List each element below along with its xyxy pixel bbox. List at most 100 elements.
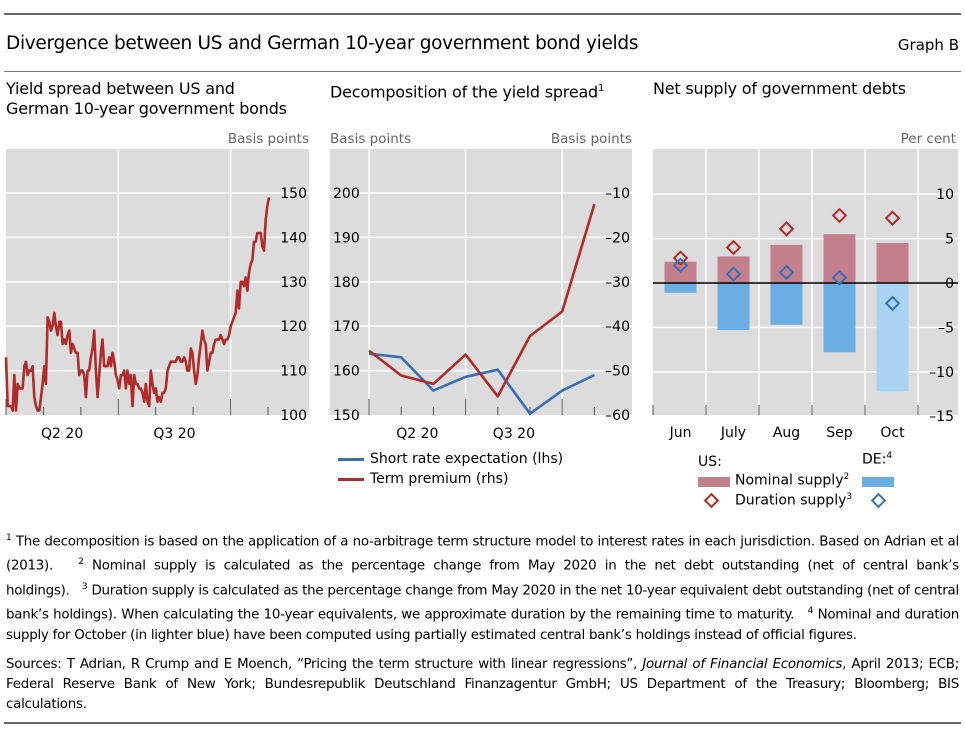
footnote-1-marker: 1 xyxy=(6,533,12,543)
panel1-title-line2: German 10-year government bonds xyxy=(6,99,287,118)
y-tick-label: 10 xyxy=(936,187,954,203)
x-tick-label: Q2 20 xyxy=(396,426,438,442)
marker-us-duration xyxy=(725,239,742,256)
legend-de-label: DE:4 xyxy=(862,451,892,468)
legend-us-nominal-swatch xyxy=(698,477,730,487)
x-tick-label: Aug xyxy=(773,425,800,441)
legend-duration-sup: 3 xyxy=(846,492,853,502)
header-rule xyxy=(4,71,961,72)
legend-de-text: DE: xyxy=(862,451,887,468)
panel2-chart: 150 –60 160 –50 170 –40 180 –30 190 –20 200 –10 Q2 2… xyxy=(330,149,632,442)
y-tick-label-left: 190 xyxy=(333,230,360,246)
x-tick-label: Oct xyxy=(880,425,905,441)
x-tick-label: July xyxy=(720,425,746,441)
bar-de-nominal xyxy=(664,283,697,293)
footnote-2: Nominal supply is calculated as the perc… xyxy=(6,558,959,599)
footnote-2-marker: 2 xyxy=(78,557,84,568)
marker-us-duration xyxy=(884,210,901,226)
sources: Sources: T Adrian, R Crump and E Moench,… xyxy=(6,655,959,715)
page-title: Divergence between US and German 10-year… xyxy=(6,33,639,54)
panel1-chart: 100 110 120 130 140 150 Q2 20 Q3 20 xyxy=(4,149,309,442)
x-tick-label: Jun xyxy=(669,425,692,441)
legend-label: Term premium (rhs) xyxy=(370,471,509,487)
y-tick-label: 120 xyxy=(280,319,307,335)
series-line-short-rate-expectation xyxy=(368,352,595,416)
legend-label: Short rate expectation (lhs) xyxy=(370,451,564,467)
panel3-unit: Per cent xyxy=(900,131,956,147)
y-tick-label: 130 xyxy=(280,275,307,291)
panel2-title-text: Decomposition of the yield spread xyxy=(330,82,599,102)
plot-background xyxy=(653,149,958,415)
bar-de-nominal xyxy=(770,283,803,325)
legend-swatch-red-line xyxy=(338,477,364,481)
y-tick-label: 110 xyxy=(280,364,307,380)
footnote-3: Duration supply is calculated as the per… xyxy=(6,583,959,623)
panel2-title: Decomposition of the yield spread1 xyxy=(330,79,604,102)
legend-nominal-sup: 2 xyxy=(843,472,850,482)
bar-de-nominal xyxy=(717,283,750,331)
y-tick-label-right: –30 xyxy=(605,275,630,291)
y-tick-label-right: –40 xyxy=(605,319,630,335)
y-tick-label-left: 160 xyxy=(333,364,360,380)
footnote-3-marker: 3 xyxy=(81,581,88,592)
top-rule xyxy=(4,13,961,15)
x-tick-label: Q2 20 xyxy=(41,426,83,442)
y-tick-label: 100 xyxy=(280,408,307,424)
panel1-title: Yield spread between US and German 10-ye… xyxy=(6,79,287,119)
y-tick-label-right: –60 xyxy=(605,408,630,424)
graph-label: Graph B xyxy=(897,36,959,54)
y-tick-label-left: 180 xyxy=(333,275,360,291)
bar-us-nominal xyxy=(876,243,909,283)
bar-us-nominal xyxy=(770,244,803,283)
y-tick-label: 140 xyxy=(280,230,307,246)
sources-journal: Journal of Financial Economics xyxy=(642,657,843,672)
footnote-1: The decomposition is based on the applic… xyxy=(6,534,959,574)
y-tick-label: –10 xyxy=(929,365,954,381)
legend-de-sup: 4 xyxy=(886,451,893,461)
panel3-chart: –15 –10 –5 0 5 10 Jun July Aug Sep Oct xyxy=(652,149,958,441)
bar-de-nominal xyxy=(823,283,856,353)
marker-de-duration xyxy=(725,266,742,282)
sources-prefix: Sources: T Adrian, R Crump and E Moench,… xyxy=(6,657,643,672)
y-tick-label: –15 xyxy=(929,409,954,425)
x-tick-label: Q3 20 xyxy=(493,426,535,442)
marker-de-duration xyxy=(831,269,848,286)
panel2-unit-right: Basis points xyxy=(550,131,632,147)
marker-de-duration xyxy=(672,257,689,274)
panel3-title: Net supply of government debts xyxy=(653,79,906,98)
marker-us-duration xyxy=(778,221,795,237)
series-line-yield-spread xyxy=(4,197,271,412)
legend-duration-label: Duration supply3 xyxy=(735,492,852,509)
y-tick-label-right: –10 xyxy=(605,186,630,202)
y-tick-label-right: –50 xyxy=(605,364,630,380)
x-tick-label: Q3 20 xyxy=(153,426,195,442)
legend-nominal-label: Nominal supply2 xyxy=(735,472,849,489)
bar-de-nominal xyxy=(876,283,909,392)
y-tick-label-left: 150 xyxy=(333,408,360,424)
legend-nominal-text: Nominal supply xyxy=(735,472,844,489)
panel2-legend-item-1: Term premium (rhs) xyxy=(338,471,508,487)
series-line-term-premium xyxy=(368,203,596,398)
y-tick-label: 5 xyxy=(945,232,954,248)
legend-duration-text: Duration supply xyxy=(735,492,847,509)
y-tick-label: –5 xyxy=(938,320,954,336)
legend-swatch-blue-line xyxy=(338,457,364,461)
footnote-4: Nominal and duration supply for October … xyxy=(6,607,959,643)
panel1-unit: Basis points xyxy=(227,131,309,147)
footnote-4-marker: 4 xyxy=(807,606,814,617)
y-tick-label-left: 170 xyxy=(333,319,360,335)
y-tick-label-left: 200 xyxy=(333,186,360,202)
legend-de-nominal-swatch xyxy=(862,477,894,487)
footnotes: 1 The decomposition is based on the appl… xyxy=(6,528,959,646)
bottom-rule xyxy=(4,722,961,724)
panel1-title-line1: Yield spread between US and xyxy=(6,79,235,98)
sources-suffix: , April 2013; ECB; Federal Reserve Bank … xyxy=(6,657,959,712)
legend-us-label: US: xyxy=(698,454,722,470)
bar-us-nominal xyxy=(823,234,856,283)
panel2-legend-item-0: Short rate expectation (lhs) xyxy=(338,451,563,467)
panel2-title-sup: 1 xyxy=(598,83,605,94)
y-tick-label-right: –20 xyxy=(605,230,630,246)
x-tick-label: Sep xyxy=(826,425,853,441)
panel2-unit-left: Basis points xyxy=(330,131,412,147)
